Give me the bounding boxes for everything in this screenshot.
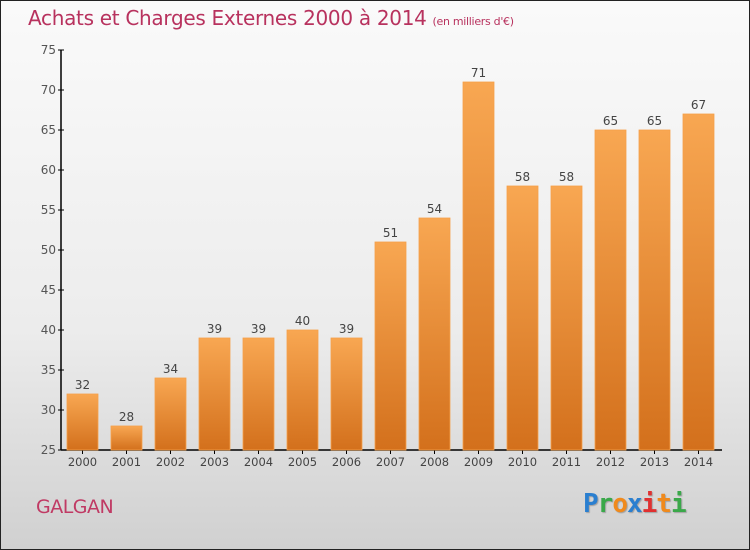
y-tick-label: 50: [41, 243, 56, 257]
x-tick-label: 2002: [156, 455, 185, 469]
x-tick-label: 2012: [596, 455, 625, 469]
bar: [462, 81, 495, 451]
x-tick-label: 2006: [332, 455, 361, 469]
title-unit: (en milliers d'€): [432, 15, 514, 28]
data-label: 34: [163, 362, 178, 376]
x-tick-label: 2005: [288, 455, 317, 469]
x-tick-label: 2011: [552, 455, 581, 469]
logo-letter: i: [641, 489, 658, 519]
bar: [550, 185, 583, 451]
x-tick-label: 2001: [112, 455, 141, 469]
data-label: 40: [295, 314, 310, 328]
y-tick-label: 75: [41, 43, 56, 57]
x-tick-label: 2008: [420, 455, 449, 469]
x-tick-label: 2007: [376, 455, 405, 469]
data-label: 65: [603, 114, 618, 128]
bar: [110, 425, 143, 451]
bar: [682, 113, 715, 451]
x-tick-label: 2004: [244, 455, 273, 469]
y-tick-label: 60: [41, 163, 56, 177]
y-tick-label: 35: [41, 363, 56, 377]
chart-title: Achats et Charges Externes 2000 à 2014 (e…: [28, 6, 514, 30]
data-label: 54: [427, 202, 442, 216]
data-label: 71: [471, 66, 486, 80]
data-label: 39: [207, 322, 222, 336]
title-text: Achats et Charges Externes 2000 à 2014: [28, 6, 427, 30]
logo-letter: r: [597, 489, 614, 519]
y-tick-label: 25: [41, 443, 56, 457]
data-label: 39: [339, 322, 354, 336]
y-tick-label: 55: [41, 203, 56, 217]
y-tick-label: 45: [41, 283, 56, 297]
logo-letter: x: [626, 489, 643, 519]
bar: [286, 329, 319, 451]
logo-letter: t: [656, 489, 672, 519]
bar: [594, 129, 627, 451]
y-tick-label: 40: [41, 323, 56, 337]
data-label: 67: [691, 98, 706, 112]
bar: [154, 377, 187, 451]
bar: [418, 217, 451, 451]
data-label: 39: [251, 322, 266, 336]
proxiti-logo[interactable]: Proxiti: [583, 489, 687, 519]
city-name: GALGAN: [36, 496, 114, 518]
logo-letter: i: [670, 489, 687, 519]
x-tick-label: 2000: [68, 455, 97, 469]
bar: [506, 185, 539, 451]
x-tick-label: 2013: [640, 455, 669, 469]
data-label: 58: [515, 170, 530, 184]
x-tick-label: 2009: [464, 455, 493, 469]
y-tick-label: 70: [41, 83, 56, 97]
bar: [242, 337, 275, 451]
x-tick-label: 2010: [508, 455, 537, 469]
bar: [330, 337, 363, 451]
data-label: 65: [647, 114, 662, 128]
data-label: 58: [559, 170, 574, 184]
x-tick-label: 2003: [200, 455, 229, 469]
y-tick-label: 65: [41, 123, 56, 137]
logo-letter: o: [612, 489, 628, 519]
x-tick-label: 2014: [684, 455, 713, 469]
data-label: 32: [75, 378, 90, 392]
bar: [198, 337, 231, 451]
bar: [66, 393, 99, 451]
data-label: 28: [119, 410, 134, 424]
bar: [638, 129, 671, 451]
data-label: 51: [383, 226, 398, 240]
logo-letter: P: [583, 489, 599, 519]
bar: [374, 241, 407, 451]
y-tick-label: 30: [41, 403, 56, 417]
